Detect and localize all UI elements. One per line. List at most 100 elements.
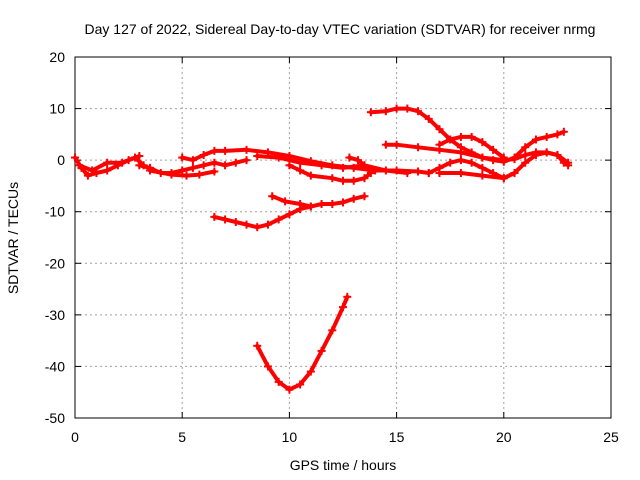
series-line: [212, 204, 313, 230]
data-point: [531, 135, 540, 144]
data-point: [306, 171, 315, 180]
axis-ticks: 0 5 10 15 20 25 -50 -40 -30 -20 -10 0 10 20: [45, 49, 619, 445]
data-point: [446, 135, 455, 144]
data-point: [456, 148, 465, 157]
series-arc-7: [285, 153, 375, 185]
data-point: [542, 132, 551, 141]
data-point: [339, 163, 347, 172]
x-tick-label: 25: [603, 429, 619, 445]
data-point: [349, 176, 358, 185]
data-point: [553, 130, 562, 139]
data-point: [103, 158, 112, 167]
data-point: [499, 174, 508, 183]
data-point: [478, 138, 487, 147]
data-point: [349, 194, 358, 203]
data-series: [71, 104, 573, 394]
data-point: [274, 377, 283, 386]
data-point: [424, 114, 433, 123]
data-point: [456, 156, 465, 165]
x-tick-label: 15: [389, 429, 405, 445]
data-point: [381, 140, 390, 149]
data-point: [306, 202, 315, 211]
data-point: [499, 153, 508, 162]
data-point: [296, 380, 305, 389]
data-point: [360, 174, 369, 183]
data-point: [182, 171, 191, 180]
data-point: [435, 140, 444, 149]
data-point: [392, 104, 401, 113]
y-tick-label: -20: [45, 255, 65, 271]
data-point: [489, 145, 498, 154]
series-arc-13: [424, 148, 573, 183]
data-point: [263, 362, 272, 371]
data-point: [381, 166, 390, 175]
data-point: [268, 192, 277, 201]
data-point: [263, 220, 272, 229]
data-point: [221, 215, 230, 224]
grid: [75, 57, 611, 418]
data-point: [435, 125, 444, 134]
data-point: [435, 169, 444, 178]
data-point: [296, 158, 305, 167]
data-point: [478, 171, 487, 180]
data-point: [456, 169, 465, 178]
series-arc-6: [253, 152, 412, 178]
data-point: [88, 166, 97, 175]
data-point: [242, 145, 251, 154]
data-point: [285, 161, 294, 170]
data-point: [478, 163, 487, 172]
series-arc-8: [210, 202, 315, 232]
data-point: [317, 199, 326, 208]
data-point: [253, 223, 262, 232]
data-point: [467, 132, 476, 141]
y-tick-label: -40: [45, 358, 65, 374]
data-point: [131, 153, 140, 162]
data-point: [317, 346, 326, 355]
data-point: [71, 153, 79, 162]
data-point: [195, 170, 204, 179]
data-point: [328, 174, 337, 183]
data-point: [103, 166, 112, 175]
data-point: [564, 158, 573, 167]
data-point: [178, 166, 187, 175]
data-point: [403, 169, 412, 178]
data-point: [328, 199, 337, 208]
data-point: [242, 220, 251, 229]
data-point: [414, 107, 423, 116]
series-arc-9: [268, 192, 369, 211]
data-point: [221, 146, 230, 155]
series-arc-4: [146, 166, 219, 180]
data-point: [253, 341, 262, 350]
data-point: [281, 197, 290, 206]
data-point: [296, 166, 305, 175]
data-point: [296, 199, 305, 208]
data-point: [221, 161, 230, 170]
data-point: [478, 153, 487, 162]
data-point: [510, 169, 519, 178]
y-tick-label: -50: [45, 410, 65, 426]
data-point: [360, 161, 369, 170]
plot-frame: [74, 56, 612, 419]
data-point: [446, 158, 455, 167]
data-point: [231, 218, 240, 227]
data-point: [521, 158, 530, 167]
data-point: [424, 169, 433, 178]
data-point: [339, 176, 347, 185]
data-point: [345, 153, 354, 162]
data-point: [83, 171, 92, 180]
data-point: [135, 161, 144, 170]
data-point: [510, 155, 519, 164]
data-point: [253, 152, 262, 161]
data-point: [274, 215, 283, 224]
y-tick-label: 20: [49, 49, 65, 65]
data-point: [306, 367, 315, 376]
data-point: [521, 150, 530, 159]
data-point: [210, 146, 219, 155]
data-point: [360, 192, 369, 201]
data-point: [339, 303, 347, 312]
series-arc-15: [435, 169, 519, 183]
data-point: [317, 161, 326, 170]
data-point: [231, 158, 240, 167]
data-point: [456, 132, 465, 141]
